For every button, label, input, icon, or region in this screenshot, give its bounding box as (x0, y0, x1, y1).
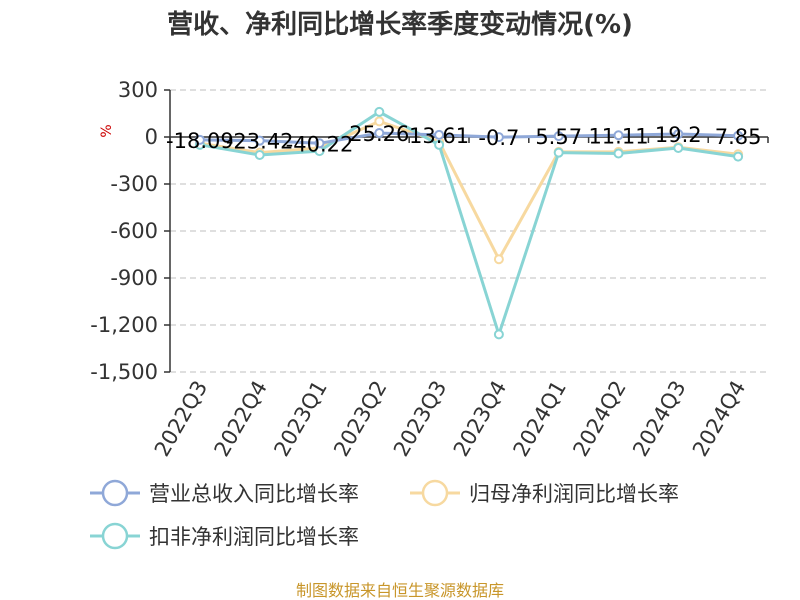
data-label: 11.11 (588, 124, 648, 148)
series-line (199, 131, 739, 145)
data-point (733, 151, 744, 162)
data-label: -40.22 (286, 132, 354, 156)
data-label: -23.42 (226, 130, 294, 154)
data-point (493, 254, 504, 265)
x-tick-label: 2023Q2 (329, 377, 391, 461)
legend-label: 营业总收入同比增长率 (149, 482, 359, 506)
data-label: -0.7 (478, 126, 519, 150)
data-point (553, 131, 564, 142)
x-tick-label: 2022Q4 (210, 377, 272, 461)
y-tick-label: -1,500 (90, 360, 158, 384)
y-tick-label: -600 (110, 219, 158, 243)
legend-label: 归母净利润同比增长率 (469, 482, 679, 506)
x-tick-label: 2023Q3 (389, 376, 451, 460)
x-tick-label: 2023Q4 (449, 377, 511, 461)
series-line (199, 110, 739, 336)
data-label: 25.26 (349, 122, 409, 146)
data-point (254, 135, 265, 146)
data-label: -18.09 (166, 129, 234, 153)
data-point (254, 150, 265, 161)
legend-label: 扣非净利润同比增长率 (149, 525, 359, 549)
data-point (673, 142, 684, 153)
y-tick-label: -300 (110, 172, 158, 196)
x-tick-label: 2024Q3 (628, 377, 690, 461)
data-label: 13.61 (409, 124, 469, 148)
data-label: 5.57 (535, 125, 582, 149)
data-point (434, 129, 445, 140)
legend-swatch-marker (421, 479, 449, 507)
data-point (374, 116, 385, 127)
data-point (673, 128, 684, 139)
series-lines (194, 106, 744, 340)
data-point (493, 132, 504, 143)
data-point (733, 130, 744, 141)
data-point (613, 148, 624, 159)
x-tick-label: 2022Q3 (150, 377, 212, 461)
y-tick-label: -1,200 (90, 313, 158, 337)
data-point (493, 329, 504, 340)
x-tick-label: 2024Q4 (688, 377, 750, 461)
x-tick-label: 2024Q1 (509, 377, 571, 461)
y-tick-label: 300 (118, 78, 158, 102)
data-point (553, 147, 564, 158)
x-tick-label: 2023Q1 (269, 377, 331, 461)
data-point (613, 130, 624, 141)
legend-swatch-marker (101, 479, 129, 507)
x-tick-label: 2024Q2 (568, 377, 630, 461)
legend-swatch-marker (101, 522, 129, 550)
data-point (194, 134, 205, 145)
y-tick-label: 0 (145, 125, 158, 149)
data-point (314, 138, 325, 149)
data-source-note: 制图数据来自恒生聚源数据库 (296, 581, 504, 600)
data-point (434, 139, 445, 150)
data-point (374, 106, 385, 117)
data-label: 7.85 (715, 125, 762, 149)
data-point (374, 128, 385, 139)
data-label: 19.2 (655, 123, 702, 147)
chart-title: 营收、净利同比增长率季度变动情况(%) (167, 9, 633, 40)
y-axis-unit: % (99, 124, 115, 137)
y-tick-label: -900 (110, 266, 158, 290)
